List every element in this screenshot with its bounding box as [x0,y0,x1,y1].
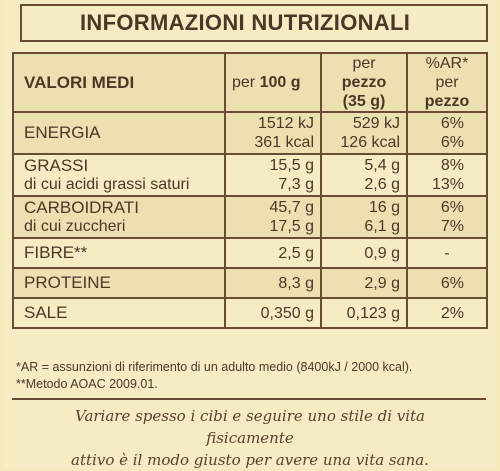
row-label: GRASSI [24,156,89,175]
table-row-fibre: FIBRE** 2,5 g 0,9 g - [12,237,488,269]
cell-value: 8% [440,157,464,174]
slogan-line-1: Variare spesso i cibi e seguire uno stil… [74,407,426,447]
cell-value: 0,123 g [320,297,408,329]
table-row-energia: ENERGIA 1512 kJ 361 kcal 529 kJ 126 kcal 6… [12,111,488,155]
header-per-100g-prefix: per [232,74,260,91]
cell-value: 6% [440,199,464,216]
header-per-pezzo: per pezzo (35 g) [320,52,408,113]
cell-value: 6% [440,134,464,151]
cell-value: 6,1 g [364,218,400,235]
row-label: SALE [24,303,68,322]
header-ar-word: pezzo [424,93,470,110]
divider [12,398,486,400]
table-row-carboidrati: CARBOIDRATI di cui zuccheri 45,7 g 17,5 g … [12,195,488,239]
row-label: ENERGIA [24,123,101,142]
cell-value: 361 kcal [254,134,314,151]
cell-value: 7% [440,218,464,235]
header-per-pezzo-weight: (35 g) [342,93,386,110]
cell-value: 8,3 g [224,267,322,299]
header-per-pezzo-prefix: per [352,55,376,72]
cell-value: 45,7 g [269,199,314,216]
nutrition-table: VALORI MEDI per 100 g per pezzo (35 g) %A… [12,52,488,329]
header-ar-prefix: per [435,74,459,91]
table-row-proteine: PROTEINE 8,3 g 2,9 g 6% [12,267,488,299]
cell-value: 17,5 g [269,218,314,235]
header-valori-medi: VALORI MEDI [12,52,226,113]
footnotes: *AR = assunzioni di riferimento di un ad… [16,359,486,393]
footnote-ar: *AR = assunzioni di riferimento di un ad… [16,360,413,374]
cell-value: 2,6 g [364,176,400,193]
table-row-sale: SALE 0,350 g 0,123 g 2% [12,297,488,329]
cell-value: 7,3 g [278,176,314,193]
row-sublabel: di cui acidi grassi saturi [24,176,190,193]
cell-value: 15,5 g [269,157,314,174]
header-per-100g: per 100 g [224,52,322,113]
cell-value: 126 kcal [340,134,400,151]
cell-value: 2% [406,297,488,329]
cell-value: 5,4 g [364,157,400,174]
cell-value: 2,9 g [320,267,408,299]
cell-value: 529 kJ [352,115,400,132]
row-label: PROTEINE [24,273,111,292]
row-label: FIBRE** [24,243,88,262]
row-label: CARBOIDRATI [24,198,139,217]
footnote-method: **Metodo AOAC 2009.01. [16,377,158,391]
cell-value: 0,9 g [320,237,408,269]
cell-value: - [406,237,488,269]
panel-title: INFORMAZIONI NUTRIZIONALI [20,4,488,42]
table-header-row: VALORI MEDI per 100 g per pezzo (35 g) %A… [12,52,488,113]
header-per-pezzo-word: pezzo [341,74,387,91]
cell-value: 6% [440,115,464,132]
cell-value: 13% [431,176,464,193]
cell-value: 16 g [368,199,400,216]
header-ar: %AR* per pezzo [406,52,488,113]
slogan-line-2: attivo è il modo giusto per avere una vi… [71,451,429,469]
cell-value: 0,350 g [224,297,322,329]
cell-value: 2,5 g [224,237,322,269]
cell-value: 1512 kJ [257,115,314,132]
slogan: Variare spesso i cibi e seguire uno stil… [30,405,470,471]
header-per-100g-unit: 100 g [259,74,301,91]
row-sublabel: di cui zuccheri [24,218,126,235]
cell-value: 6% [406,267,488,299]
table-row-grassi: GRASSI di cui acidi grassi saturi 15,5 g 7… [12,153,488,197]
header-ar-label: %AR* [425,55,469,72]
